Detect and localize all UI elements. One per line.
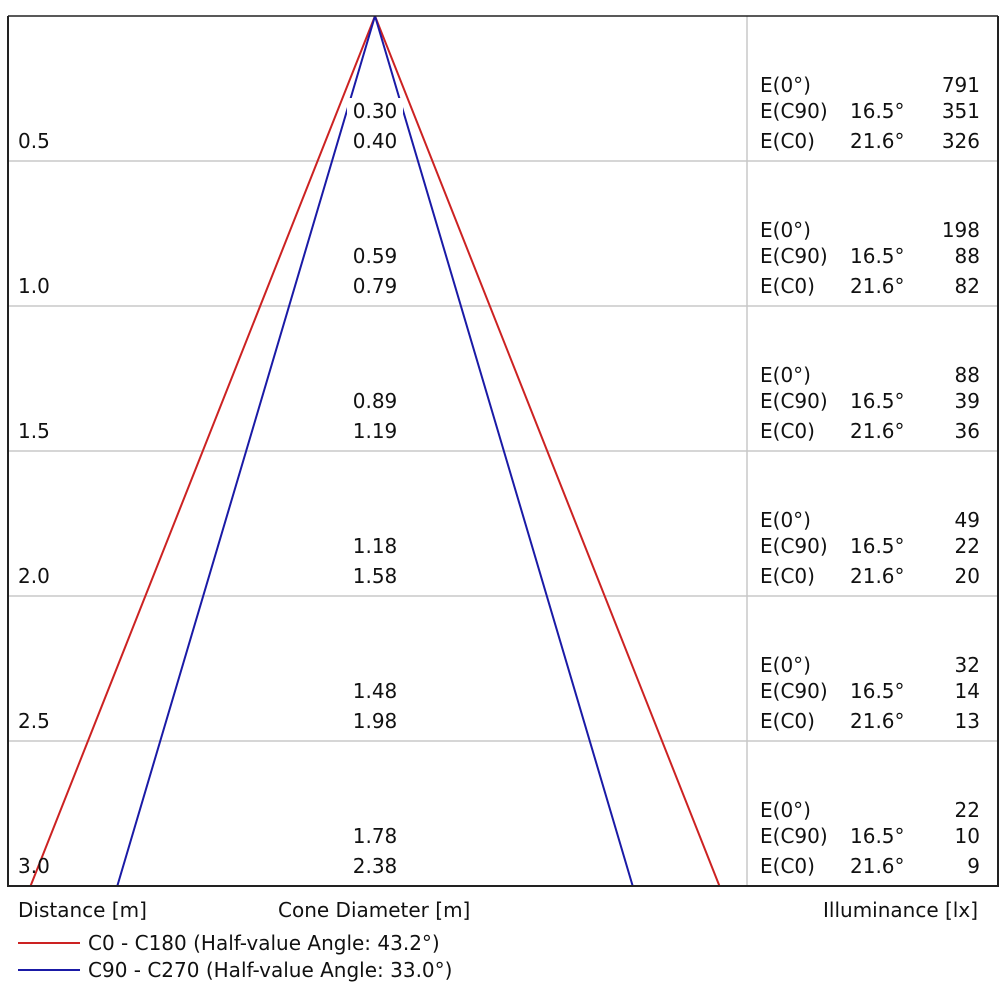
illuminance-e0-value: 791	[942, 73, 980, 97]
illuminance-ec0-value: 326	[942, 129, 980, 153]
illuminance-ec90-label: E(C90)	[760, 244, 828, 268]
illuminance-axis-title: Illuminance [lx]	[823, 898, 978, 922]
illuminance-ec90-angle: 16.5°	[850, 389, 905, 413]
cone-label-backing	[347, 388, 403, 442]
illuminance-ec0-value: 9	[967, 854, 980, 878]
legend-swatch-c0	[18, 942, 80, 944]
cone-diameter-c0-label: 1.98	[353, 709, 398, 733]
illuminance-ec0-angle: 21.6°	[850, 709, 905, 733]
illuminance-ec90-value: 351	[942, 99, 980, 123]
legend-label-c0: C0 - C180 (Half-value Angle: 43.2°)	[88, 931, 440, 955]
illuminance-ec90-value: 22	[955, 534, 980, 558]
distance-label: 3.0	[18, 854, 50, 878]
illuminance-ec0-value: 82	[955, 274, 980, 298]
illuminance-ec90-angle: 16.5°	[850, 679, 905, 703]
illuminance-ec0-angle: 21.6°	[850, 854, 905, 878]
illuminance-ec90-angle: 16.5°	[850, 99, 905, 123]
illuminance-ec0-label: E(C0)	[760, 129, 815, 153]
cone-line-c0-left	[29, 16, 376, 886]
illuminance-e0-label: E(0°)	[760, 653, 811, 677]
distance-label: 2.5	[18, 709, 50, 733]
illuminance-ec0-value: 20	[955, 564, 980, 588]
illuminance-e0-label: E(0°)	[760, 73, 811, 97]
cone-diameter-c90-label: 0.59	[353, 244, 398, 268]
cone-diameter-c0-label: 2.38	[353, 854, 398, 878]
illuminance-e0-value: 22	[955, 798, 980, 822]
cone-diameter-c90-label: 1.78	[353, 824, 398, 848]
illuminance-ec0-label: E(C0)	[760, 419, 815, 443]
illuminance-ec0-angle: 21.6°	[850, 564, 905, 588]
cone-label-backing	[347, 823, 403, 877]
illuminance-ec90-angle: 16.5°	[850, 244, 905, 268]
cone-line-c90-left	[116, 16, 376, 886]
illuminance-ec0-angle: 21.6°	[850, 129, 905, 153]
illuminance-ec90-label: E(C90)	[760, 389, 828, 413]
distance-axis-title: Distance [m]	[18, 898, 147, 922]
illuminance-ec0-label: E(C0)	[760, 564, 815, 588]
cone-diameter-c90-label: 0.89	[353, 389, 398, 413]
cone-diameter-c90-label: 0.30	[353, 99, 398, 123]
illuminance-e0-value: 32	[955, 653, 980, 677]
illuminance-ec90-value: 14	[955, 679, 980, 703]
illuminance-ec90-angle: 16.5°	[850, 534, 905, 558]
illuminance-e0-value: 49	[955, 508, 980, 532]
cone-diameter-c90-label: 1.18	[353, 534, 398, 558]
distance-label: 2.0	[18, 564, 50, 588]
legend-label-c90: C90 - C270 (Half-value Angle: 33.0°)	[88, 958, 453, 982]
cone-diameter-c0-label: 0.79	[353, 274, 398, 298]
illuminance-ec0-label: E(C0)	[760, 274, 815, 298]
cone-label-backing	[347, 98, 403, 152]
cone-diameter-c90-label: 1.48	[353, 679, 398, 703]
cone-line-c0-right	[374, 16, 721, 886]
distance-label: 1.0	[18, 274, 50, 298]
illuminance-ec0-value: 13	[955, 709, 980, 733]
illuminance-ec0-angle: 21.6°	[850, 419, 905, 443]
plot-frame	[7, 16, 999, 887]
illuminance-e0-label: E(0°)	[760, 218, 811, 242]
illuminance-ec90-angle: 16.5°	[850, 824, 905, 848]
illuminance-ec90-label: E(C90)	[760, 824, 828, 848]
illuminance-e0-value: 198	[942, 218, 980, 242]
illuminance-ec90-label: E(C90)	[760, 679, 828, 703]
cone-label-backing	[347, 678, 403, 732]
cone-diameter-c0-label: 0.40	[353, 129, 398, 153]
cone-diameter-c0-label: 1.19	[353, 419, 398, 443]
cone-line-c90-right	[374, 16, 634, 886]
illuminance-ec90-value: 88	[955, 244, 980, 268]
legend-item-c0: C0 - C180 (Half-value Angle: 43.2°)	[18, 931, 440, 955]
legend-item-c90: C90 - C270 (Half-value Angle: 33.0°)	[18, 958, 452, 982]
illuminance-e0-label: E(0°)	[760, 798, 811, 822]
illuminance-e0-label: E(0°)	[760, 363, 811, 387]
cone-label-backing	[347, 533, 403, 587]
cone-diameter-c0-label: 1.58	[353, 564, 398, 588]
illuminance-ec90-value: 39	[955, 389, 980, 413]
illuminance-ec0-label: E(C0)	[760, 709, 815, 733]
illuminance-ec0-value: 36	[955, 419, 980, 443]
illuminance-ec0-label: E(C0)	[760, 854, 815, 878]
illuminance-ec0-angle: 21.6°	[850, 274, 905, 298]
illuminance-ec90-value: 10	[955, 824, 980, 848]
illuminance-e0-value: 88	[955, 363, 980, 387]
illuminance-ec90-label: E(C90)	[760, 534, 828, 558]
illuminance-ec90-label: E(C90)	[760, 99, 828, 123]
illuminance-e0-label: E(0°)	[760, 508, 811, 532]
cone-label-backing	[347, 243, 403, 297]
legend-swatch-c90	[18, 969, 80, 971]
distance-label: 1.5	[18, 419, 50, 443]
distance-label: 0.5	[18, 129, 50, 153]
cone-diameter-axis-title: Cone Diameter [m]	[278, 898, 471, 922]
